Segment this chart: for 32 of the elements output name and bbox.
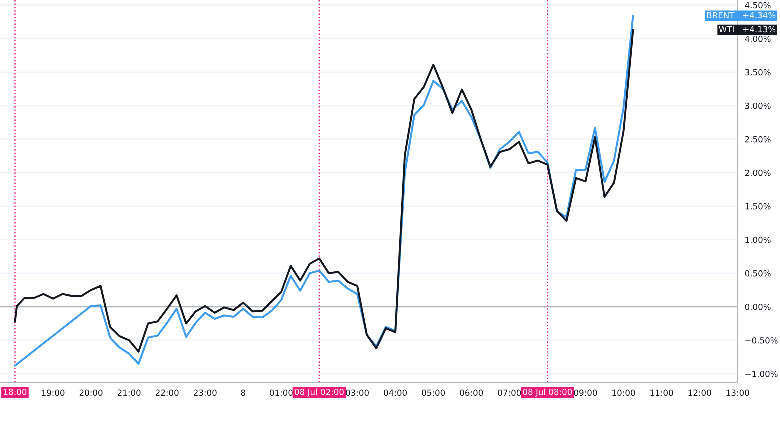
x-tick-label: 12:00: [688, 390, 712, 396]
text: BRENT +4.34%: [707, 12, 776, 19]
y-tick-label: 0.50%: [745, 270, 771, 277]
y-tick-label: 0.00%: [745, 304, 771, 310]
y-tick-label: 3.00%: [745, 102, 771, 110]
x-tick-label: 11:00: [650, 390, 674, 396]
ref-line-label: 18:00: [4, 388, 27, 396]
x-tick-label: 03:00: [346, 390, 369, 396]
text: WTI +4.13%: [719, 26, 776, 33]
x-tick-label: 23:00: [194, 390, 217, 396]
x-tick-label: 8: [241, 390, 246, 396]
x-tick-label: 22:00: [156, 390, 179, 396]
ref-line-label: 08 Jul 02:00: [295, 388, 344, 397]
x-tick-label: 10:00: [612, 390, 636, 396]
x-tick-label: 05:00: [422, 390, 446, 396]
y-tick-label: 4.00%: [745, 36, 771, 42]
y-tick-label: 1.50%: [746, 203, 771, 210]
x-tick-label: 20:00: [80, 390, 103, 396]
y-tick-label: 2.50%: [745, 136, 771, 143]
y-tick-label: 1.00%: [746, 236, 771, 244]
x-tick-label: 04:00: [384, 390, 408, 396]
x-tick-label: 06:00: [460, 390, 484, 396]
ref-line-label: 08 Jul 08:00: [523, 388, 572, 397]
x-tick-label: 13:00: [726, 390, 750, 396]
y-tick-label: 4.50%: [745, 2, 771, 9]
y-tick-label: 3.50%: [745, 69, 771, 76]
x-tick-label: 21:00: [118, 390, 141, 396]
x-tick-label: 19:00: [42, 390, 65, 396]
y-tick-label: −0.50%: [746, 337, 778, 344]
y-tick-label: −1.00%: [746, 370, 778, 378]
x-tick-label: 01:00: [270, 390, 293, 396]
y-tick-label: 2.00%: [745, 170, 771, 176]
